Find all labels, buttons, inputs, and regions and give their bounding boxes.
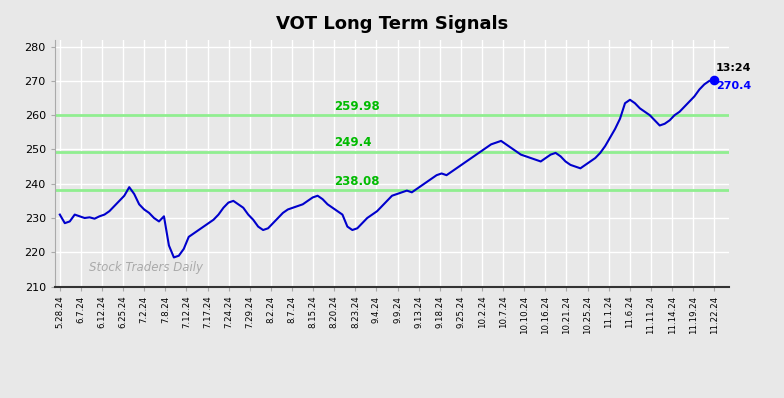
Title: VOT Long Term Signals: VOT Long Term Signals [276,15,508,33]
Text: 13:24: 13:24 [716,63,751,73]
Text: Stock Traders Daily: Stock Traders Daily [89,261,202,274]
Text: 259.98: 259.98 [334,100,380,113]
Text: 238.08: 238.08 [334,175,379,187]
Text: 249.4: 249.4 [334,136,372,149]
Text: 270.4: 270.4 [716,81,751,91]
Point [708,76,720,83]
